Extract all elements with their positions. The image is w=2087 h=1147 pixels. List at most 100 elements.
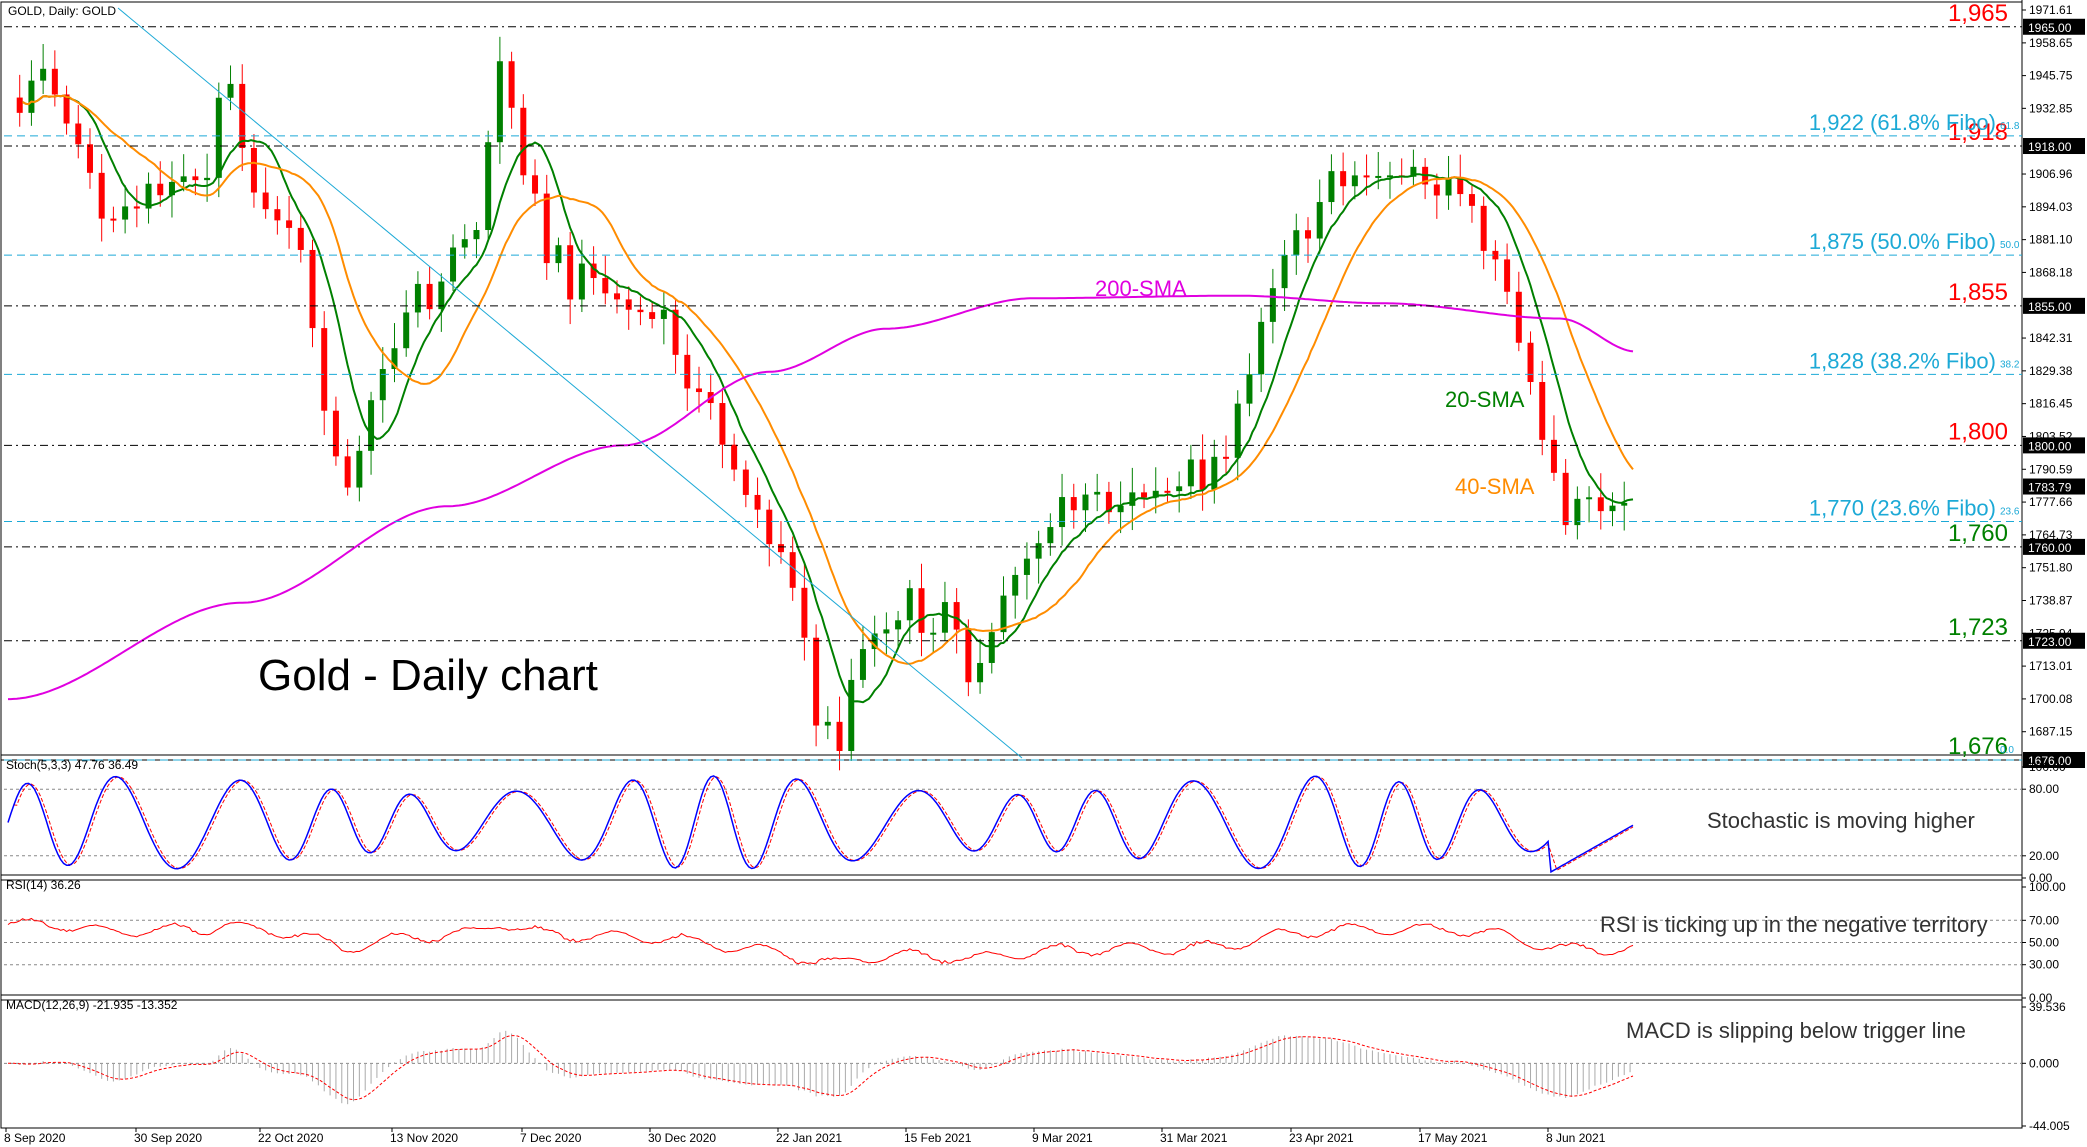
candle-down (684, 354, 691, 389)
rsi-comment: RSI is ticking up in the negative territ… (1600, 912, 1988, 937)
sma-200-label: 200-SMA (1095, 276, 1187, 301)
date-label: 15 Feb 2021 (904, 1131, 972, 1145)
candle-down (51, 68, 58, 95)
price-tick-label: 1842.31 (2029, 331, 2073, 345)
level-label: 1,800 (1948, 418, 2008, 445)
fib-label: 1,875 (50.0% Fibo) (1809, 229, 1996, 254)
candle-down (1141, 492, 1148, 498)
candle-up (168, 181, 175, 196)
price-marker-label: 1783.79 (2028, 481, 2072, 495)
price-marker-label: 1723.00 (2028, 635, 2072, 649)
chart-headline: Gold - Daily chart (258, 651, 598, 700)
price-marker-label: 1855.00 (2028, 300, 2072, 314)
price-tick-label: 1816.45 (2029, 397, 2073, 411)
rsi-tick-label: 70.00 (2029, 913, 2059, 927)
price-tick-label: 1751.80 (2029, 561, 2073, 575)
candle-down (286, 220, 293, 228)
price-marker-label: 1918.00 (2028, 140, 2072, 154)
candle-up (1445, 178, 1452, 196)
candle-down (1550, 439, 1557, 473)
candle-up (461, 239, 468, 248)
candle-up (848, 679, 855, 752)
price-marker: 1855.00 (2023, 297, 2085, 314)
candle-down (742, 469, 749, 495)
candle-up (1187, 459, 1194, 487)
candle-up (1586, 497, 1593, 500)
candle-down (754, 494, 761, 510)
candle-up (28, 80, 35, 113)
candle-down (1305, 230, 1311, 239)
fib-ratio-tag: 38.2 (2000, 359, 2020, 370)
candle-up (660, 309, 667, 319)
candle-down (239, 83, 246, 149)
price-tick-label: 1932.85 (2029, 101, 2073, 115)
candle-up (180, 176, 187, 182)
candle-up (1293, 230, 1300, 255)
candle-down (1164, 490, 1171, 493)
candle-up (1258, 321, 1265, 375)
level-label: 1,760 (1948, 520, 2008, 547)
candle-down (1105, 491, 1112, 513)
candle-up (883, 629, 890, 634)
candle-down (918, 588, 925, 633)
stoch-tick-label: 20.00 (2029, 849, 2059, 863)
candle-down (637, 309, 644, 313)
candle-down (344, 456, 351, 488)
candle-up (1316, 202, 1323, 239)
candle-up (391, 348, 398, 370)
candle-down (1492, 250, 1499, 260)
price-marker-box (2023, 632, 2085, 649)
rsi-line (7, 917, 1634, 965)
date-label: 30 Dec 2020 (648, 1131, 716, 1145)
price-tick-label: 1700.08 (2029, 692, 2073, 706)
candle-up (1059, 497, 1066, 528)
candle-up (977, 662, 984, 683)
level-label: 1,676 (1948, 733, 2008, 760)
candle-down (953, 602, 960, 630)
stoch-tick-label: 0.00 (2029, 871, 2053, 885)
candle-down (1527, 342, 1534, 382)
candle-up (824, 721, 831, 726)
rsi-tick-label: 30.00 (2029, 958, 2059, 972)
level-label: 1,965 (1948, 0, 2008, 27)
candle-up (1129, 492, 1136, 506)
rsi-tick-label: 0.00 (2029, 991, 2053, 1005)
price-marker-label: 1965.00 (2028, 21, 2072, 35)
price-marker: 1676.00 (2023, 752, 2085, 768)
candle-down (86, 144, 93, 173)
macd-panel (0, 994, 2023, 1129)
candle-up (368, 400, 375, 451)
date-label: 8 Jun 2021 (1546, 1131, 1606, 1145)
candle-up (473, 230, 480, 240)
candle-down (1199, 459, 1206, 490)
level-label: 1,855 (1948, 279, 2008, 306)
candle-down (813, 637, 820, 726)
candle-down (520, 107, 527, 176)
price-tick-label: 1868.18 (2029, 265, 2073, 279)
candle-up (485, 142, 492, 231)
price-tick-label: 1906.96 (2029, 167, 2073, 181)
candle-down (567, 245, 574, 300)
price-marker: 1965.00 (2023, 18, 2085, 35)
candle-down (133, 206, 140, 209)
price-tick-label: 1945.75 (2029, 69, 2073, 83)
candle-down (836, 721, 843, 752)
candle-down (1597, 497, 1604, 512)
candle-up (1094, 491, 1101, 495)
candle-down (1457, 178, 1464, 195)
sma-20-line (22, 94, 1634, 704)
price-candles (16, 36, 1628, 771)
stoch-comment: Stochastic is moving higher (1707, 808, 1975, 833)
price-marker-label: 1676.00 (2028, 754, 2072, 768)
price-marker: 1723.00 (2023, 632, 2085, 649)
price-tick-label: 1777.66 (2029, 495, 2073, 509)
sma-40-label: 40-SMA (1455, 474, 1535, 499)
candle-up (1269, 288, 1276, 322)
price-marker-box (2023, 18, 2085, 35)
candle-down (332, 410, 339, 457)
level-label: 1,918 (1948, 119, 2008, 146)
fib-trendline[interactable] (117, 7, 1023, 759)
candle-down (508, 61, 515, 108)
candle-down (602, 278, 609, 294)
